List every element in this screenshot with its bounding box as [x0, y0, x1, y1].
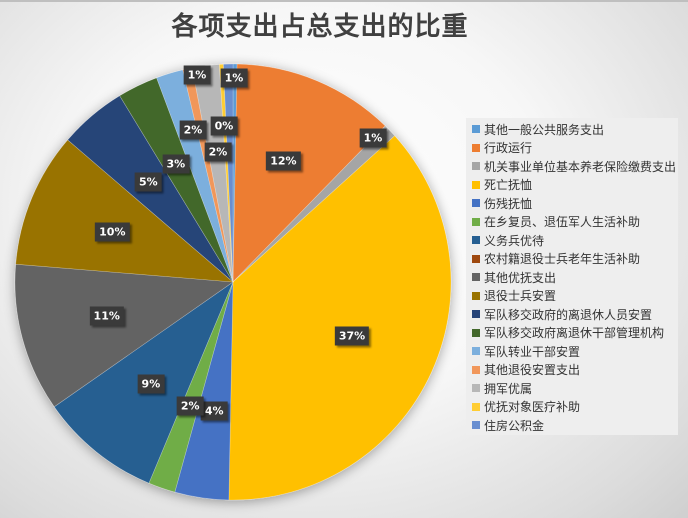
legend-label: 死亡抚恤 — [484, 178, 533, 193]
data-label: 2% — [204, 142, 232, 162]
legend: 其他一般公共服务支出 行政运行机关事业单位基本养老保险缴费支出 死亡抚恤伤残抚恤在乡… — [466, 118, 678, 435]
legend-item: 其他退役安置支出 — [466, 361, 678, 380]
legend-swatch-icon — [472, 125, 480, 134]
legend-item: 退役士兵安置 — [466, 287, 678, 306]
data-label: 0% — [210, 116, 238, 136]
data-label: 5% — [135, 172, 162, 192]
legend-swatch-icon — [472, 291, 480, 300]
legend-swatch-icon — [472, 180, 480, 189]
legend-swatch-icon — [472, 162, 480, 171]
legend-item: 住房公积金 — [466, 416, 678, 435]
legend-label: 其他退役安置支出 — [484, 363, 581, 378]
legend-label: 优抚对象医疗补助 — [484, 400, 581, 415]
pie-slice — [232, 63, 386, 283]
data-label: 2% — [176, 396, 204, 416]
legend-swatch-icon — [472, 402, 480, 411]
legend-swatch-icon — [472, 273, 480, 282]
legend-label: 拥军优属 — [484, 381, 533, 396]
legend-label: 行政运行 — [484, 141, 533, 156]
legend-label: 住房公积金 — [484, 418, 545, 433]
legend-swatch-icon — [472, 236, 480, 245]
pie-slice — [14, 263, 234, 408]
legend-label: 军队转业干部安置 — [484, 344, 581, 359]
legend-item: 在乡复员、退伍军人生活补助 — [466, 213, 678, 232]
data-label: 1% — [183, 65, 211, 85]
legend-item: 其他一般公共服务支出 — [466, 120, 678, 139]
legend-item: 行政运行 — [466, 139, 678, 158]
legend-label: 军队移交政府的离退休人员安置 — [484, 307, 653, 322]
legend-label: 其他一般公共服务支出 — [484, 122, 605, 137]
data-label: 12% — [266, 151, 301, 171]
legend-item: 农村籍退役士兵老年生活补助 — [466, 250, 678, 269]
legend-swatch-icon — [472, 347, 480, 356]
legend-item: 义务兵优待 — [466, 231, 678, 250]
legend-swatch-icon — [472, 254, 480, 263]
data-label: 9% — [137, 374, 165, 394]
legend-swatch-icon — [472, 143, 480, 152]
legend-swatch-icon — [472, 384, 480, 393]
data-label: 37% — [334, 326, 370, 346]
legend-swatch-icon — [472, 328, 480, 337]
legend-item: 军队移交政府离退休干部管理机构 — [466, 324, 678, 343]
legend-label: 退役士兵安置 — [484, 289, 557, 304]
legend-item: 机关事业单位基本养老保险缴费支出 — [466, 157, 678, 176]
legend-label: 在乡复员、退伍军人生活补助 — [484, 215, 641, 230]
legend-item: 军队移交政府的离退休人员安置 — [466, 305, 678, 324]
legend-label: 军队移交政府离退休干部管理机构 — [484, 326, 665, 341]
legend-swatch-icon — [472, 199, 480, 208]
legend-label: 机关事业单位基本养老保险缴费支出 — [484, 159, 677, 174]
data-label: 1% — [359, 128, 387, 148]
legend-swatch-icon — [472, 310, 480, 319]
top-border — [0, 0, 688, 2]
chart-title: 各项支出占总支出的比重 — [171, 12, 469, 42]
data-label: 10% — [95, 222, 130, 242]
legend-item: 拥军优属 — [466, 379, 678, 398]
pie-slice — [15, 139, 234, 283]
data-label: 4% — [200, 401, 228, 421]
legend-item: 伤残抚恤 — [466, 194, 678, 213]
legend-swatch-icon — [472, 421, 480, 430]
legend-item: 优抚对象医疗补助 — [466, 398, 678, 417]
data-label: 2% — [179, 120, 207, 140]
legend-item: 死亡抚恤 — [466, 176, 678, 195]
data-label: 1% — [220, 68, 248, 88]
pie-slice — [228, 135, 452, 501]
legend-label: 其他优抚支出 — [484, 270, 557, 285]
legend-swatch-icon — [472, 365, 480, 374]
legend-swatch-icon — [472, 217, 480, 226]
legend-item: 军队转业干部安置 — [466, 342, 678, 361]
legend-label: 伤残抚恤 — [484, 196, 533, 211]
legend-label: 农村籍退役士兵老年生活补助 — [484, 252, 641, 267]
legend-label: 义务兵优待 — [484, 233, 545, 248]
legend-item: 其他优抚支出 — [466, 268, 678, 287]
data-label: 3% — [162, 154, 190, 174]
data-label: 11% — [89, 306, 124, 326]
